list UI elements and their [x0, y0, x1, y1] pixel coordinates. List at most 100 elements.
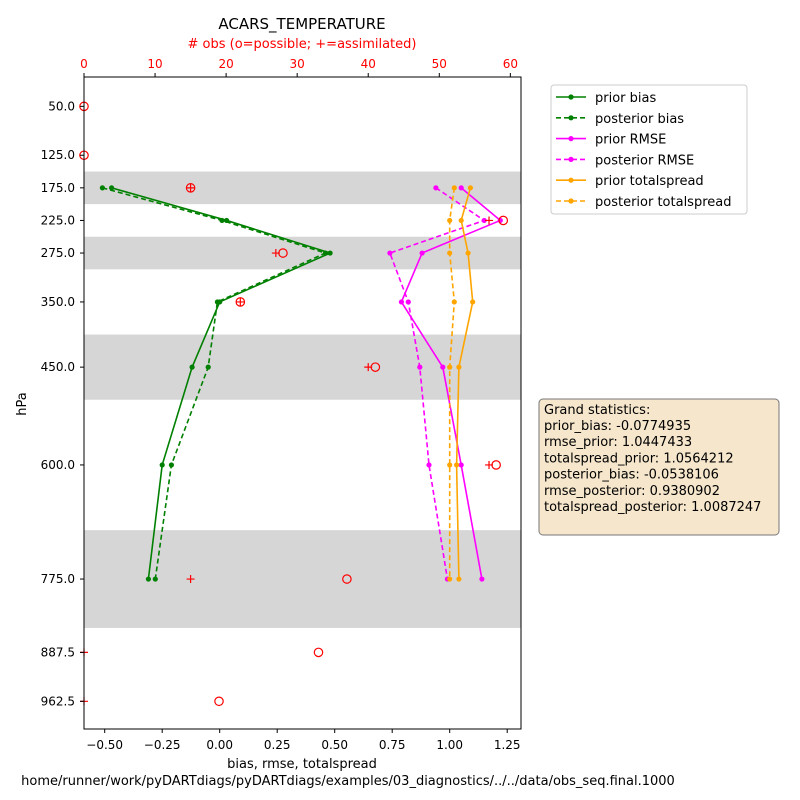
series-point-1-1 — [219, 217, 225, 224]
series-point-5-2 — [447, 250, 453, 256]
y-tick-label-2: 175.0 — [41, 181, 75, 195]
x-tick-label-2: 0.00 — [206, 738, 233, 752]
series-point-4-0 — [467, 185, 473, 191]
obs-assimilated-marker-2 — [271, 249, 280, 258]
series-point-4-1 — [458, 217, 464, 224]
plot-frame — [83, 76, 522, 730]
series-point-2-3 — [398, 299, 404, 305]
series-point-3-3 — [405, 299, 411, 305]
obs-possible-marker-10 — [214, 696, 224, 707]
legend-label-0: prior bias — [595, 91, 656, 106]
obs-assimilated-marker-6 — [186, 575, 195, 584]
y-tick-label-8: 775.0 — [41, 572, 75, 586]
shaded-band-0 — [84, 171, 521, 205]
series-point-1-5 — [168, 462, 174, 468]
series-point-3-5 — [426, 462, 432, 468]
legend-label-2: prior RMSE — [595, 133, 666, 148]
legend-frame — [550, 84, 748, 215]
series-point-4-4 — [456, 364, 462, 370]
series-point-2-6 — [479, 576, 485, 582]
y-tick-label-10: 962.5 — [41, 694, 75, 708]
chart-title: ACARS_TEMPERATURE — [218, 15, 385, 34]
series-point-3-0 — [433, 185, 439, 191]
legend-marker-4 — [568, 177, 574, 183]
series-point-5-4 — [447, 364, 453, 370]
footer-path: home/runner/work/pyDARTdiags/pyDARTdiags… — [21, 774, 675, 789]
stats-line-3: posterior_bias: -0.0538106 — [544, 468, 719, 483]
series-point-1-0 — [99, 185, 105, 191]
legend-marker-1 — [568, 115, 574, 121]
series-point-4-3 — [470, 299, 476, 305]
x-tick-label-1: −0.25 — [144, 738, 181, 752]
x-tick-label-3: 0.25 — [264, 738, 291, 752]
stats-line-2: totalspread_prior: 1.0564212 — [544, 451, 734, 466]
stats-line-0: prior_bias: -0.0774935 — [544, 419, 691, 434]
series-point-0-5 — [159, 462, 165, 468]
grand-statistics-box: Grand statistics:prior_bias: -0.0774935r… — [538, 398, 780, 536]
x-axis-label: bias, rmse, totalspread — [227, 757, 377, 772]
legend-marker-2 — [568, 136, 574, 142]
top-tick-label-0: 0 — [80, 57, 88, 71]
obs-assimilated-marker-3 — [236, 297, 245, 306]
obs-assimilated-marker-0 — [186, 183, 195, 192]
obs-assimilated-marker-1 — [485, 216, 494, 225]
y-axis-label: hPa — [15, 392, 30, 415]
x-tick-label-7: 1.25 — [494, 738, 521, 752]
obs-assimilated-marker-5 — [485, 460, 494, 469]
stats-line-1: rmse_prior: 1.0447433 — [544, 435, 692, 450]
top-tick-label-6: 60 — [503, 57, 518, 71]
y-tick-label-0: 50.0 — [48, 99, 75, 113]
y-tick-label-5: 350.0 — [41, 295, 75, 309]
stats-title: Grand statistics: — [544, 403, 650, 418]
series-point-2-5 — [458, 462, 464, 468]
legend-marker-5 — [568, 198, 574, 204]
legend: prior bias posterior bias prior RMSE poster… — [550, 84, 748, 215]
legend-label-3: posterior RMSE — [595, 153, 694, 168]
legend-marker-3 — [568, 156, 574, 162]
series-point-5-1 — [447, 217, 453, 224]
obs-assimilated-marker-4 — [364, 363, 373, 372]
series-point-4-5 — [454, 462, 460, 468]
stats-line-5: totalspread_posterior: 1.0087247 — [544, 500, 761, 515]
x-tick-label-6: 1.00 — [436, 738, 463, 752]
series-point-5-5 — [447, 462, 453, 468]
stats-line-4: rmse_posterior: 0.9380902 — [544, 484, 720, 499]
y-tick-label-7: 600.0 — [41, 458, 75, 472]
obs-possible-marker-2 — [185, 183, 196, 193]
x-tick-label-5: 0.75 — [379, 738, 406, 752]
y-tick-label-9: 887.5 — [41, 645, 75, 659]
series-point-2-0 — [458, 185, 464, 191]
series-point-4-6 — [456, 576, 462, 582]
top-tick-label-1: 10 — [147, 57, 162, 71]
x-tick-label-4: 0.50 — [321, 738, 348, 752]
legend-label-1: posterior bias — [595, 112, 684, 127]
obs-possible-marker-5 — [235, 297, 246, 307]
top-tick-label-3: 30 — [290, 57, 305, 71]
series-point-1-2 — [322, 250, 329, 256]
shaded-band-2 — [84, 334, 521, 400]
series-point-2-2 — [419, 250, 425, 256]
series-point-1-4 — [205, 364, 211, 370]
y-tick-label-4: 275.0 — [41, 246, 75, 260]
series-point-0-4 — [189, 364, 195, 370]
y-tick-label-6: 450.0 — [41, 360, 75, 374]
y-tick-label-3: 225.0 — [41, 213, 75, 227]
series-point-0-6 — [145, 576, 151, 582]
series-point-0-2 — [327, 250, 333, 256]
obs-possible-marker-9 — [313, 647, 324, 658]
y-tick-label-1: 125.0 — [41, 148, 75, 162]
top-tick-label-5: 50 — [432, 57, 447, 71]
obs-possible-marker-3 — [498, 215, 509, 226]
legend-marker-0 — [568, 94, 574, 100]
top-axis-label: # obs (o=possible; +=assimilated) — [188, 37, 417, 52]
legend-label-5: posterior totalspread — [595, 195, 732, 210]
series-point-0-0 — [109, 185, 115, 191]
legend-label-4: prior totalspread — [595, 174, 704, 189]
series-point-2-4 — [440, 364, 446, 370]
series-point-3-2 — [387, 250, 393, 256]
series-point-3-4 — [417, 364, 423, 370]
x-tick-label-0: −0.50 — [86, 738, 123, 752]
series-point-5-3 — [451, 299, 457, 305]
series-point-3-1 — [481, 217, 487, 224]
